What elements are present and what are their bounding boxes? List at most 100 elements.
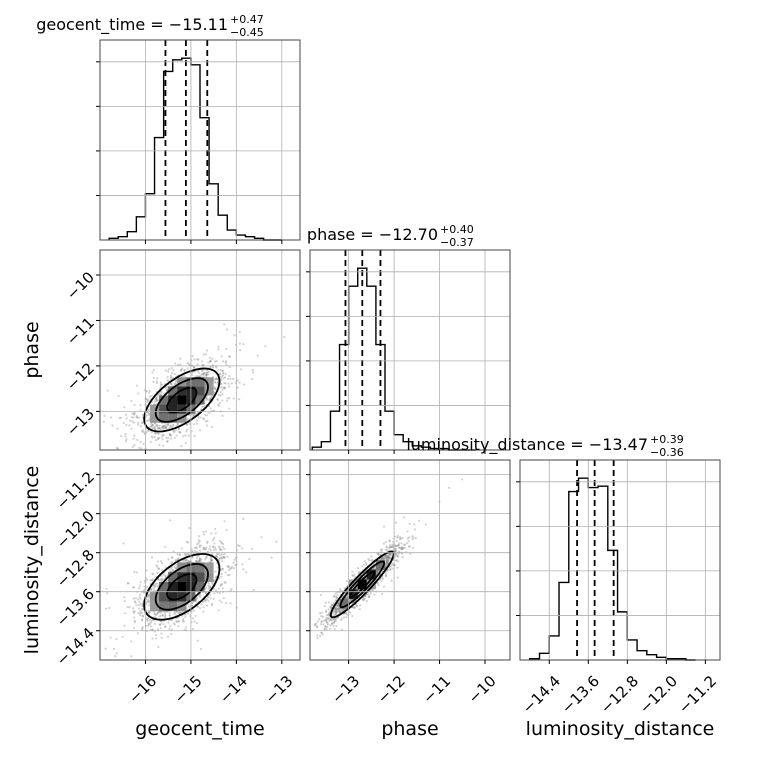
scatter-point (169, 382, 172, 385)
scatter-point (149, 440, 152, 444)
scatter-point (200, 557, 203, 561)
scatter-point (198, 544, 201, 547)
scatter-point (147, 609, 150, 612)
scatter-point (238, 330, 241, 334)
scatter-point (338, 609, 342, 612)
scatter-point (170, 628, 173, 631)
scatter-point (395, 559, 398, 562)
scatter-point (188, 560, 191, 563)
scatter-point (204, 558, 207, 561)
scatter-point (221, 567, 224, 570)
scatter-point (220, 542, 223, 545)
grid-lines (100, 250, 300, 450)
scatter-point (320, 621, 323, 624)
scatter-point (330, 603, 333, 606)
scatter-point (170, 377, 173, 380)
scatter-point (147, 429, 150, 432)
density-cell (150, 601, 160, 612)
scatter-point (221, 587, 224, 590)
scatter-point (227, 569, 231, 572)
scatter-point (207, 373, 210, 376)
scatter-point (171, 566, 174, 569)
scatter-point (204, 414, 207, 417)
scatter-point (320, 631, 323, 634)
scatter-point (165, 436, 168, 439)
scatter-point (376, 570, 379, 574)
scatter-point (221, 374, 225, 377)
scatter-point (384, 562, 388, 565)
scatter-point (214, 570, 217, 573)
scatter-point (385, 564, 388, 567)
scatter-point (163, 424, 167, 427)
scatter-point (335, 608, 338, 612)
scatter-point (242, 517, 245, 521)
scatter-point (238, 544, 241, 548)
scatter-point (162, 573, 165, 576)
scatter-point (161, 425, 164, 428)
scatter-point (227, 382, 230, 385)
scatter-point (212, 548, 216, 552)
scatter-point (173, 383, 177, 386)
scatter-point (109, 636, 112, 639)
scatter-point (384, 540, 388, 544)
scatter-point (151, 628, 154, 631)
scatter-point (197, 541, 200, 544)
scatter-point (204, 374, 208, 377)
scatter-point (168, 432, 171, 435)
scatter-point (146, 409, 150, 412)
scatter-point (115, 446, 118, 450)
scatter-point (208, 593, 212, 596)
scatter-point (220, 601, 223, 604)
histogram-panel-geocent_time (96, 40, 282, 241)
panel-frame (99, 39, 301, 241)
scatter-point (338, 611, 341, 614)
scatter-point (394, 549, 397, 552)
scatter-point (218, 546, 221, 549)
scatter-point (175, 619, 178, 623)
scatter-point (166, 424, 170, 427)
scatter-point (367, 557, 370, 561)
scatter-point (160, 568, 163, 572)
scatter-point (400, 547, 403, 550)
scatter-point (139, 610, 142, 613)
scatter-point (180, 368, 183, 371)
scatter-point (146, 594, 149, 597)
scatter-point (142, 431, 145, 434)
scatter-point (208, 397, 211, 400)
x-axis-label-luminosity_distance: luminosity_distance (526, 718, 715, 740)
scatter-point (383, 557, 387, 560)
scatter-point (178, 610, 181, 613)
scatter-point (223, 386, 226, 389)
scatter-point (336, 610, 339, 614)
scatter-point (213, 542, 216, 545)
scatter-point (401, 536, 404, 540)
scatter-point (207, 587, 210, 590)
scatter-point (371, 588, 375, 592)
scatter-point (209, 396, 213, 399)
scatter-point (238, 381, 241, 384)
scatter-point (172, 622, 175, 625)
scatter-point (202, 546, 206, 549)
scatter-point (226, 565, 229, 568)
scatter-point (211, 559, 214, 562)
scatter-point (226, 555, 229, 558)
scatter-point (184, 554, 188, 557)
scatter-point (192, 366, 196, 369)
scatter-point (170, 372, 174, 375)
density-cell (204, 377, 214, 387)
scatter-point (350, 598, 353, 601)
scatter-point (171, 569, 175, 572)
scatter-point (190, 605, 194, 608)
scatter-point (386, 569, 389, 572)
scatter-point (232, 567, 236, 570)
scatter-point (387, 556, 390, 559)
scatter-point (138, 446, 141, 449)
scatter-point (151, 637, 154, 640)
scatter-point (137, 392, 140, 395)
scatter-point (382, 557, 385, 560)
scatter-point (180, 547, 183, 550)
scatter-point (324, 619, 327, 622)
scatter-point (327, 613, 330, 616)
scatter-point (325, 628, 328, 631)
panel-frame (309, 459, 511, 661)
